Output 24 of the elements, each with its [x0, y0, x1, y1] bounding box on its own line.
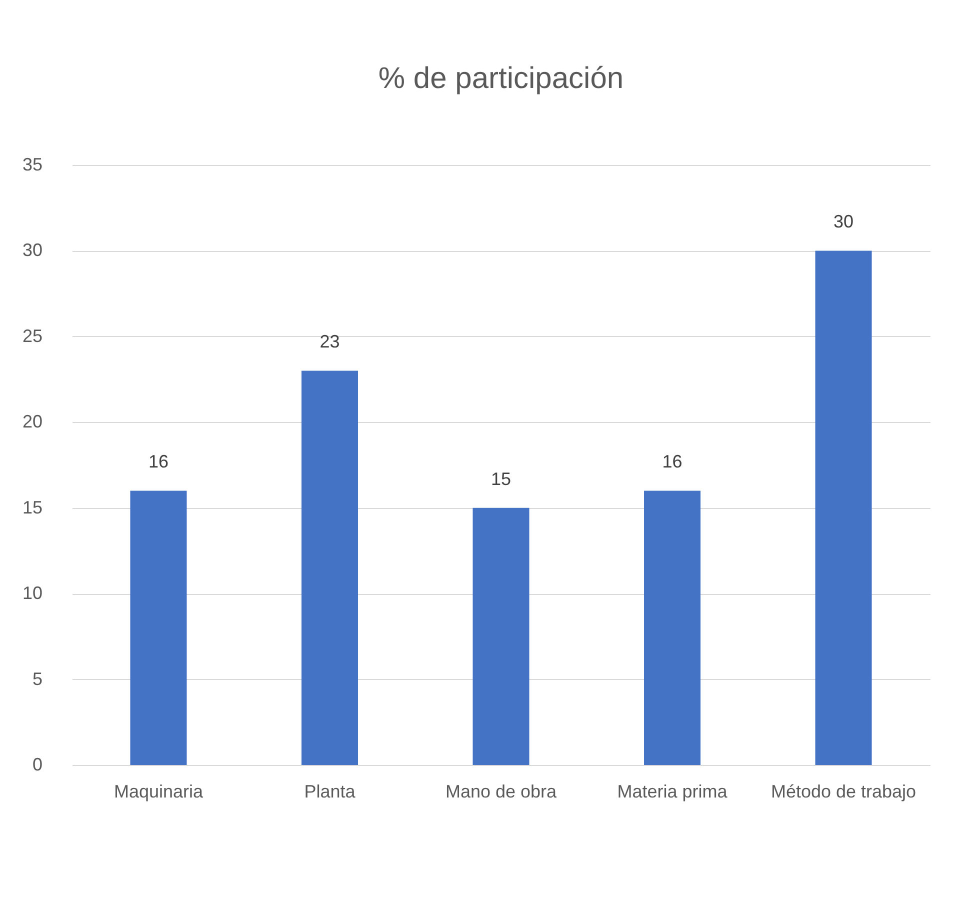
x-tick-label: Materia prima [617, 782, 728, 802]
data-label: 16 [148, 452, 168, 472]
bar [472, 508, 530, 765]
bar [130, 490, 187, 765]
x-tick-label: Método de trabajo [770, 782, 916, 802]
x-tick-label: Mano de obra [445, 782, 558, 802]
data-label: 30 [834, 212, 854, 232]
y-tick-label: 5 [32, 668, 42, 689]
y-tick-label: 35 [22, 154, 42, 174]
y-tick-label: 20 [22, 412, 42, 432]
data-label: 23 [320, 332, 340, 352]
y-tick-label: 10 [22, 583, 42, 604]
y-tick-label: 25 [22, 326, 42, 346]
y-tick-label: 15 [22, 497, 42, 518]
y-tick-label: 30 [22, 240, 42, 260]
y-tick-label: 0 [32, 754, 42, 774]
x-tick-label: Maquinaria [114, 782, 204, 802]
data-label: 15 [490, 468, 512, 489]
bar [301, 370, 358, 765]
x-tick-label: Planta [304, 782, 356, 802]
bar [815, 250, 872, 765]
data-label: 16 [662, 452, 682, 472]
bar [644, 490, 701, 765]
chart-title: % de participación [378, 62, 624, 95]
